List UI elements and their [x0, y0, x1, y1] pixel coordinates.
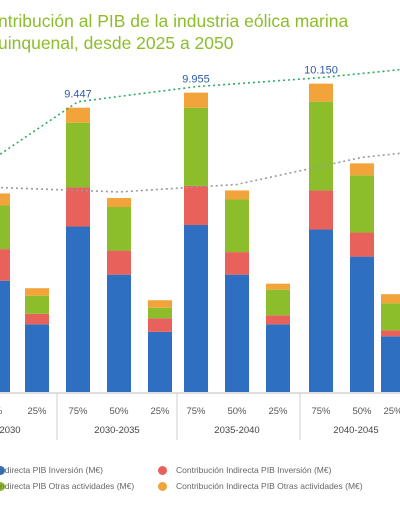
- scenario-label: 50%: [109, 406, 129, 417]
- bar-segment-red: [266, 315, 290, 325]
- total-label: 10.150: [304, 65, 338, 77]
- legend-label-blue: ndirecta PIB Inversión (M€): [0, 465, 103, 475]
- bar-segment-orange: [225, 190, 249, 200]
- bar-segment-red: [107, 250, 131, 275]
- bar-segment-orange: [148, 300, 172, 308]
- bar-segment-blue: [148, 331, 172, 392]
- bar-segment-red: [350, 232, 374, 257]
- legend-label-green: ndirecta PIB Otras actividades (M€): [0, 481, 135, 491]
- bar-segment-orange: [107, 197, 131, 207]
- period-label: 2030-2035: [94, 425, 139, 436]
- bar-segment-orange: [309, 83, 333, 102]
- bar-segment-green: [266, 289, 290, 316]
- bar-segment-red: [225, 252, 249, 275]
- bar-segment-blue: [266, 324, 290, 392]
- bar-segment-red: [25, 313, 49, 325]
- bar-segment-blue: [381, 336, 400, 392]
- bar-segment-blue: [225, 274, 249, 392]
- scenario-label: 75%: [186, 406, 206, 417]
- total-label: 9.955: [182, 74, 210, 86]
- bar-segment-red: [66, 187, 90, 227]
- bar-segment-orange: [0, 193, 10, 206]
- bar-segment-red: [0, 249, 10, 281]
- period-label: 2030: [0, 425, 21, 436]
- total-label: 9.447: [64, 89, 92, 101]
- bar-segment-blue: [0, 280, 10, 392]
- bar-segment-green: [66, 122, 90, 188]
- legend-label-red: Contribución Indirecta PIB Inversión (M€…: [176, 465, 332, 475]
- legend-swatch-green: [0, 482, 5, 491]
- period-label: 2040-2045: [333, 425, 378, 436]
- bar-segment-red: [309, 190, 333, 230]
- scenario-label: 75%: [311, 406, 331, 417]
- bar-segment-red: [381, 330, 400, 337]
- legend-swatch-orange: [158, 482, 167, 491]
- bar-segment-blue: [309, 229, 333, 392]
- bar-segment-green: [381, 303, 400, 331]
- legend: ndirecta PIB Inversión (M€) Contribución…: [0, 460, 400, 500]
- chart-title-line2: uinquenal, desde 2025 a 2050: [0, 33, 234, 53]
- legend-label-orange: Contribución Indirecta PIB Otras activid…: [176, 481, 363, 491]
- bar-segment-blue: [184, 225, 208, 392]
- bar-segment-blue: [350, 256, 374, 392]
- bar-segment-green: [350, 175, 374, 233]
- trend-line-mid: [0, 152, 400, 193]
- scenario-label: %: [0, 406, 3, 417]
- bar-segment-orange: [266, 283, 290, 290]
- trend-line-high: [0, 68, 400, 156]
- chart-title: ntribución al PIB de la industria eólica…: [0, 10, 398, 54]
- bar-segment-orange: [184, 92, 208, 108]
- bar-segment-red: [148, 318, 172, 332]
- scenario-label: 50%: [227, 406, 247, 417]
- bar-segment-green: [25, 295, 49, 314]
- legend-swatch-red: [158, 466, 167, 475]
- stacked-bar-chart: 9.447 9.955 10.150% 25% 75% 50% 25% 75% 50% 25% 75…: [0, 65, 400, 440]
- bar-segment-orange: [66, 107, 90, 123]
- scenario-label: 50%: [352, 406, 372, 417]
- scenario-label: 25%: [150, 406, 170, 417]
- bar-segment-blue: [107, 274, 131, 392]
- bar-segment-green: [148, 307, 172, 319]
- bar-segment-green: [309, 101, 333, 191]
- scenario-label: 25%: [27, 406, 47, 417]
- bar-segment-red: [184, 185, 208, 226]
- scenario-label: 75%: [68, 406, 88, 417]
- chart-title-line1: ntribución al PIB de la industria eólica…: [0, 11, 349, 31]
- bar-segment-blue: [25, 324, 49, 392]
- bar-segment-orange: [381, 294, 400, 304]
- bar-segment-green: [225, 199, 249, 253]
- bar-segment-orange: [25, 288, 49, 296]
- scenario-label: 25%: [268, 406, 288, 417]
- legend-swatch-blue: [0, 466, 5, 475]
- bar-segment-green: [107, 206, 131, 251]
- bar-segment-blue: [66, 226, 90, 392]
- scenario-label: 25%: [383, 406, 400, 417]
- bar-segment-orange: [350, 163, 374, 176]
- period-label: 2035-2040: [214, 425, 259, 436]
- bar-segment-green: [184, 107, 208, 186]
- bar-segment-green: [0, 205, 10, 250]
